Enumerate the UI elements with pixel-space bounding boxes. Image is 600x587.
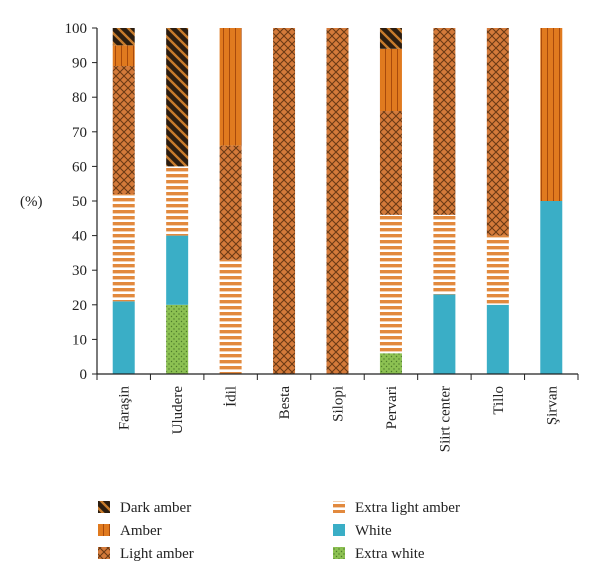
bar-segment-white [166,236,188,305]
legend-swatch [333,524,345,536]
legend-swatch [98,547,110,559]
bar-segment-light_amber [327,28,349,374]
legend-swatch [98,501,110,513]
y-tick-label: 80 [72,90,87,106]
y-tick-label: 10 [72,332,87,348]
y-ticks-group: 0 10 20 30 40 50 60 70 80 90 100 [65,21,98,383]
x-tick-label: Pervari [384,386,400,429]
legend-label: Amber [120,523,162,539]
y-tick-label: 30 [72,263,87,279]
bar-segment-amber [113,45,135,66]
bar-segment-extra_light_amber [220,260,242,374]
bar-segment-extra_light_amber [487,236,509,305]
bar-segment-light_amber [380,111,402,215]
bar-segment-extra_light_amber [433,215,455,295]
x-tick-label: Besta [277,386,293,420]
legend-label: Extra white [355,546,425,562]
bar-segment-dark_amber [166,28,188,166]
x-tick-label: Siirt center [437,386,453,452]
y-tick-label: 0 [80,367,88,383]
bar-segment-light_amber [433,28,455,215]
y-tick-label: 90 [72,56,87,72]
x-tick-label: Uludere [170,386,186,435]
legend-label: Dark amber [120,500,191,516]
plot-area: 0 10 20 30 40 50 60 70 80 90 100 Faraşin Uludere İdi… [65,21,579,452]
y-axis-label: (%) [20,194,43,210]
bar-segment-white [433,294,455,374]
y-tick-label: 20 [72,298,87,314]
x-tick-label: Silopi [331,386,347,422]
bar-segment-extra_light_amber [380,215,402,353]
y-tick-label: 60 [72,159,87,175]
bar-segment-light_amber [220,146,242,260]
legend-swatch [98,524,110,536]
bar-segment-white [540,201,562,374]
legend-swatch [333,547,345,559]
x-tick-label: Faraşin [117,386,133,431]
bar-segment-extra_white [166,305,188,374]
bar-segment-amber [540,28,562,201]
legend-swatch [333,501,345,513]
bar-segment-light_amber [273,28,295,374]
bar-segment-dark_amber [380,28,402,49]
x-tick-label: Tillo [491,386,507,415]
bar-segment-white [487,305,509,374]
y-tick-label: 40 [72,229,87,245]
bar-segment-dark_amber [113,28,135,45]
y-tick-label: 100 [65,21,88,37]
bars-group [113,28,563,374]
bar-segment-light_amber [113,66,135,194]
legend-label: Light amber [120,546,194,562]
bar-segment-amber [380,49,402,111]
y-tick-label: 70 [72,125,87,141]
bar-segment-extra_light_amber [166,166,188,235]
bar-segment-extra_light_amber [113,194,135,301]
bar-segment-light_amber [487,28,509,236]
bar-segment-white [113,301,135,374]
x-ticks-group: Faraşin Uludere İdil Besta Silopi Pervari Siir… [97,374,578,452]
bar-segment-extra_white [380,353,402,374]
legend: Dark amber Extra light amber Amber White Lig… [98,500,460,562]
legend-label: Extra light amber [355,500,460,516]
y-tick-label: 50 [72,194,87,210]
bar-segment-amber [220,28,242,146]
x-tick-label: Şirvan [544,386,560,426]
x-tick-label: İdil [224,386,240,407]
legend-label: White [355,523,392,539]
